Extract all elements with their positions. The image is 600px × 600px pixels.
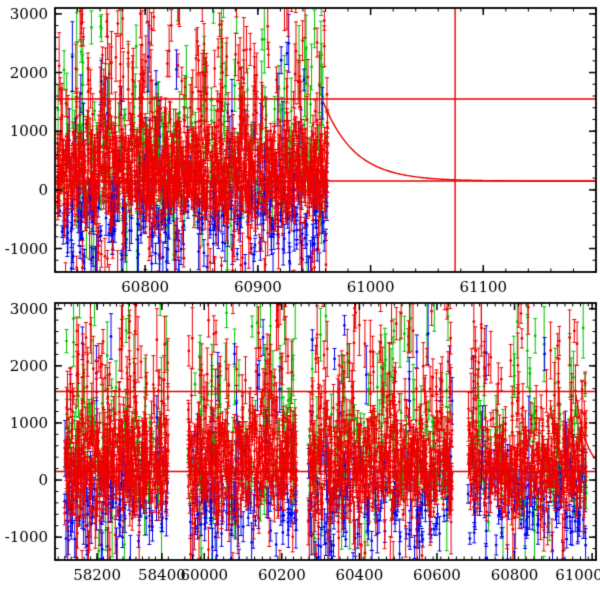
light-curve-canvas [0, 0, 600, 600]
light-curve-figure [0, 0, 600, 600]
